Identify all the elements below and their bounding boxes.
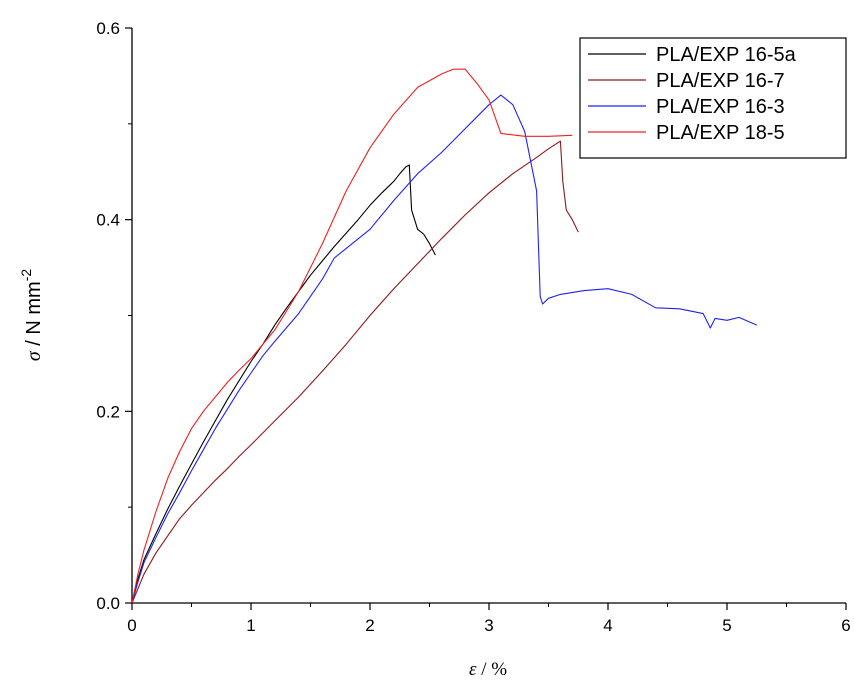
x-tick-label: 4 bbox=[603, 616, 612, 635]
x-tick-label: 1 bbox=[246, 616, 255, 635]
x-tick-label: 6 bbox=[841, 616, 850, 635]
series-line-1 bbox=[131, 164, 436, 604]
y-axis-unit-exponent: -2 bbox=[18, 269, 34, 282]
y-tick-label: 0.2 bbox=[96, 402, 120, 421]
x-tick-label: 0 bbox=[127, 616, 136, 635]
series-lines bbox=[131, 68, 758, 604]
series-line-2 bbox=[131, 140, 579, 604]
legend-label: PLA/EXP 18-5 bbox=[656, 122, 785, 144]
legend-label: PLA/EXP 16-3 bbox=[656, 96, 785, 118]
x-tick-label: 3 bbox=[484, 616, 493, 635]
legend-label: PLA/EXP 16-5a bbox=[656, 44, 797, 66]
y-axis-unit: / N mm bbox=[23, 281, 45, 351]
tick-marks: 0 1 2 3 4 5 6 0.0 0.2 0.4 0.6 bbox=[96, 19, 850, 635]
x-axis-symbol: ε bbox=[469, 659, 477, 680]
x-tick-label: 2 bbox=[365, 616, 374, 635]
y-tick-label: 0.6 bbox=[96, 19, 120, 38]
x-axis-unit: / % bbox=[476, 659, 507, 680]
x-tick-label: 5 bbox=[722, 616, 731, 635]
y-axis-symbol: σ bbox=[23, 350, 45, 361]
y-axis-title: σ / N mm-2 bbox=[18, 269, 45, 362]
x-axis-title: ε / % bbox=[469, 659, 507, 680]
series-line-3 bbox=[131, 94, 758, 604]
y-tick-label: 0.4 bbox=[96, 211, 120, 230]
legend: PLA/EXP 16-5a PLA/EXP 16-7 PLA/EXP 16-3 PLA… bbox=[579, 37, 847, 159]
legend-box bbox=[579, 37, 847, 159]
series-line-4 bbox=[131, 68, 573, 604]
y-tick-label: 0.0 bbox=[96, 594, 120, 613]
legend-label: PLA/EXP 16-7 bbox=[656, 70, 785, 92]
